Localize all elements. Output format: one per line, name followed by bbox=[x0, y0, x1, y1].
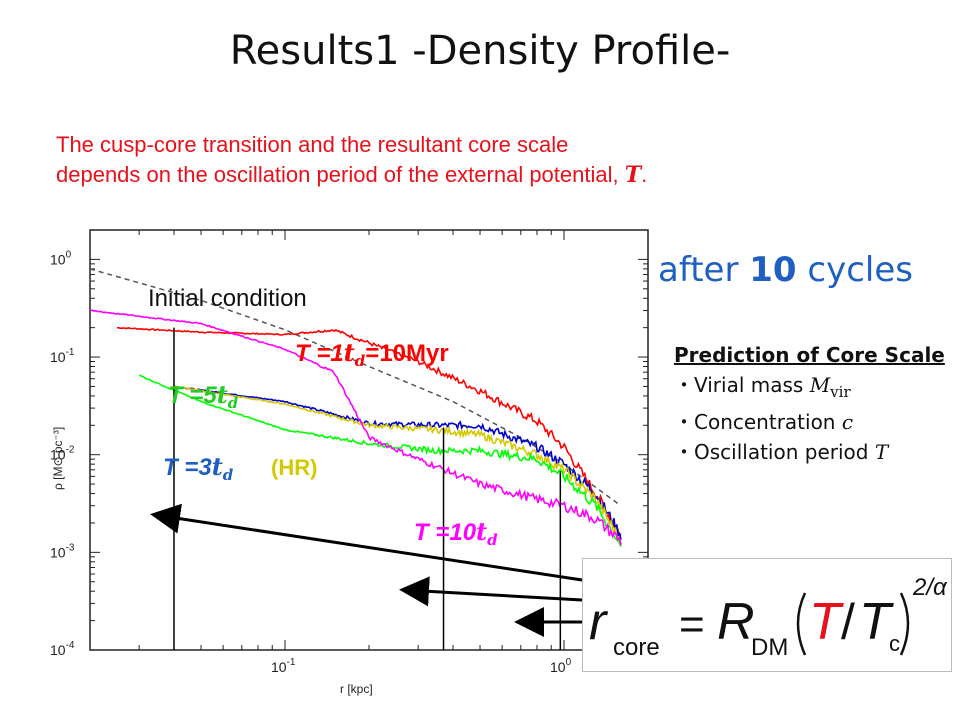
bullet: ・ bbox=[674, 410, 694, 434]
y-tick-label-base: 10 bbox=[50, 447, 66, 463]
annotation-t1: T =1td=10Myr bbox=[295, 338, 449, 370]
formula-slash: / bbox=[841, 594, 855, 650]
symbol-sub-vir: vir bbox=[830, 383, 851, 401]
annotation-t5-subsub: d bbox=[228, 394, 239, 412]
intro-symbol-t: T bbox=[624, 162, 642, 188]
y-axis-label: ρ [M⊙ pc⁻³] bbox=[51, 427, 65, 490]
series-line-4 bbox=[138, 374, 622, 547]
intro-period: . bbox=[641, 162, 648, 187]
symbol-c: c bbox=[841, 410, 854, 434]
prediction-panel: Prediction of Core Scale ・Virial mass Mv… bbox=[674, 340, 954, 467]
prediction-item-oscillation-period: ・Oscillation period T bbox=[674, 437, 954, 467]
prediction-heading: Prediction of Core Scale bbox=[674, 343, 945, 367]
arrow-to-core-1 bbox=[150, 503, 583, 582]
prediction-label: Concentration bbox=[694, 410, 842, 434]
annotation-t10-subsub: d bbox=[487, 531, 498, 549]
formula-r-dm-sub: DM bbox=[751, 634, 788, 661]
y-tick-label-base: 10 bbox=[50, 251, 66, 267]
symbol-m: M bbox=[809, 373, 831, 397]
annotation-t3: T =3td bbox=[163, 452, 234, 484]
annotation-t3-subsub: d bbox=[223, 466, 234, 484]
formula-t: T bbox=[809, 593, 844, 651]
y-tick-label-exp: 0 bbox=[66, 249, 72, 260]
annotation-hr: (HR) bbox=[271, 455, 317, 480]
formula-graphic: r core = R DM T / T c 2/α bbox=[589, 574, 948, 661]
annotation-t10-main: T =10 bbox=[414, 519, 477, 546]
annotation-t5: T =5td bbox=[168, 380, 239, 412]
y-tick-label-base: 10 bbox=[50, 544, 66, 560]
series-line-2 bbox=[173, 385, 622, 540]
annotation-t3-sub: t bbox=[212, 452, 223, 481]
y-tick-label-exp: -3 bbox=[66, 542, 75, 553]
annotation-t3-main: T =3 bbox=[163, 454, 212, 481]
intro-line-2: depends on the oscillation period of the… bbox=[56, 162, 625, 187]
x-tick-label: 100 bbox=[550, 657, 572, 675]
y-tick-label: 10-2 bbox=[50, 445, 75, 463]
annotation-t1-sub: t bbox=[344, 338, 355, 367]
y-tick-label-exp: -1 bbox=[66, 347, 75, 358]
bullet: ・ bbox=[674, 440, 694, 464]
symbol-t: T bbox=[874, 440, 889, 464]
formula-r-sub: core bbox=[613, 634, 660, 661]
formula-equals: = bbox=[679, 600, 705, 649]
after-cycles-label: after 10 cycles bbox=[658, 250, 913, 290]
intro-line-1: The cusp-core transition and the resulta… bbox=[56, 132, 569, 157]
y-tick-label-base: 10 bbox=[50, 349, 66, 365]
formula-r: r bbox=[589, 593, 609, 651]
series-line-5 bbox=[89, 309, 622, 546]
annotation-t10-sub: t bbox=[476, 517, 487, 546]
formula-tc: T bbox=[859, 593, 894, 651]
arrow-to-core-2 bbox=[399, 576, 583, 607]
prediction-label: Virial mass bbox=[694, 373, 810, 397]
annotation-t1-subsub: d bbox=[355, 352, 366, 370]
prediction-label: Oscillation period bbox=[694, 440, 875, 464]
y-tick-label-exp: -4 bbox=[66, 640, 75, 651]
prediction-item-virial-mass: ・Virial mass Mvir bbox=[674, 370, 954, 407]
y-tick-label-base: 10 bbox=[50, 642, 66, 658]
after-number: 10 bbox=[749, 250, 797, 290]
formula-left-paren bbox=[796, 592, 807, 656]
intro-text: The cusp-core transition and the resulta… bbox=[56, 130, 936, 190]
annotation-t1-tail: =10Myr bbox=[365, 340, 448, 367]
prediction-item-concentration: ・Concentration c bbox=[674, 407, 954, 437]
bullet: ・ bbox=[674, 373, 694, 397]
series-line-1 bbox=[117, 326, 622, 538]
data-curves bbox=[89, 268, 622, 547]
core-radius-formula: r core = R DM T / T c 2/α bbox=[582, 558, 952, 672]
formula-r-dm: R bbox=[717, 593, 755, 651]
x-tick-label-exp: -1 bbox=[287, 657, 296, 668]
x-tick-label-exp: 0 bbox=[566, 657, 572, 668]
y-tick-label: 100 bbox=[50, 249, 72, 267]
x-tick-label: 10-1 bbox=[271, 657, 296, 675]
y-tick-label-exp: -2 bbox=[66, 445, 75, 456]
y-tick-label: 10-4 bbox=[50, 640, 75, 658]
x-axis-label: r [kpc] bbox=[340, 682, 373, 696]
annotation-t10: T =10td bbox=[414, 517, 498, 549]
formula-right-paren bbox=[899, 592, 910, 656]
annotation-t5-main: T =5 bbox=[168, 382, 217, 409]
formula-tc-sub: c bbox=[889, 631, 900, 656]
after-prefix: after bbox=[658, 250, 750, 290]
after-suffix: cycles bbox=[796, 250, 913, 290]
x-tick-label-base: 10 bbox=[550, 659, 566, 675]
core-marker-lines bbox=[173, 327, 562, 650]
annotation-t5-sub: t bbox=[217, 380, 228, 409]
annotation-t1-main: T =1 bbox=[295, 340, 344, 367]
formula-exponent: 2/α bbox=[912, 574, 948, 601]
x-tick-label-base: 10 bbox=[271, 659, 287, 675]
series-line-3 bbox=[173, 385, 622, 546]
annotation-initial-condition: Initial condition bbox=[148, 285, 307, 312]
y-tick-label: 10-3 bbox=[50, 542, 75, 560]
slide-title: Results1 -Density Profile- bbox=[229, 28, 731, 74]
y-tick-label: 10-1 bbox=[50, 347, 75, 365]
